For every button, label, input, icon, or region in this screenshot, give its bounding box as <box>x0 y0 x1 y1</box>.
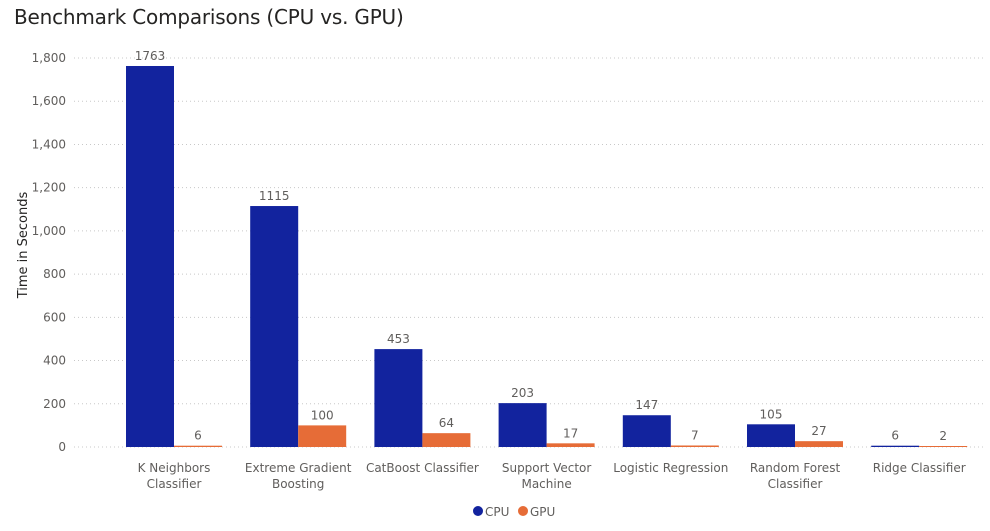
x-tick-label: Random Forest <box>750 461 841 475</box>
y-axis-title: Time in Seconds <box>16 192 31 300</box>
bar-cpu-1[interactable] <box>250 206 299 447</box>
bar-cpu-0[interactable] <box>126 65 174 448</box>
data-label-gpu-2: 64 <box>439 416 454 430</box>
x-tick-label: Classifier <box>768 477 823 491</box>
y-tick-label: 1,400 <box>32 137 66 151</box>
bar-cpu-4[interactable] <box>622 415 671 447</box>
y-tick-label: 800 <box>43 267 66 281</box>
y-tick-label: 200 <box>43 397 66 411</box>
y-tick-label: 0 <box>58 440 66 454</box>
legend: CPU GPU <box>473 505 555 519</box>
data-label-cpu-1: 1115 <box>259 189 290 203</box>
data-label-cpu-0: 1763 <box>135 49 166 63</box>
data-label-gpu-1: 100 <box>311 408 334 422</box>
bar-gpu-0[interactable] <box>174 445 222 447</box>
x-tick-label: Ridge Classifier <box>873 461 966 475</box>
data-label-cpu-5: 105 <box>760 407 783 421</box>
x-tick-label: Boosting <box>272 477 324 491</box>
legend-marker-cpu[interactable] <box>473 506 483 516</box>
bar-gpu-6[interactable] <box>919 446 968 447</box>
bar-cpu-5[interactable] <box>747 424 795 447</box>
bar-cpu-6[interactable] <box>871 445 920 447</box>
bar-cpu-3[interactable] <box>498 403 547 447</box>
x-tick-label: Machine <box>521 477 571 491</box>
data-label-gpu-6: 2 <box>939 429 947 443</box>
data-label-gpu-0: 6 <box>194 429 202 443</box>
x-tick-label: Classifier <box>147 477 202 491</box>
x-tick-label: Support Vector <box>502 461 592 475</box>
y-tick-label: 1,600 <box>32 94 66 108</box>
bar-gpu-4[interactable] <box>670 445 719 447</box>
chart-title: Benchmark Comparisons (CPU vs. GPU) <box>14 5 404 29</box>
bar-gpu-1[interactable] <box>298 425 347 447</box>
legend-marker-gpu[interactable] <box>518 506 528 516</box>
data-label-cpu-4: 147 <box>635 398 658 412</box>
x-tick-label: K Neighbors <box>138 461 211 475</box>
y-tick-label: 1,000 <box>32 224 66 238</box>
y-tick-label: 600 <box>43 310 66 324</box>
data-label-gpu-5: 27 <box>811 424 826 438</box>
data-label-cpu-3: 203 <box>511 386 534 400</box>
y-tick-label: 1,800 <box>32 51 66 65</box>
bar-gpu-2[interactable] <box>422 433 471 447</box>
data-label-gpu-4: 7 <box>691 428 699 442</box>
x-tick-label: Extreme Gradient <box>245 461 352 475</box>
data-labels: 1763 6 1115 100 453 64 203 17 147 7 105 27 6 2 <box>135 49 947 443</box>
bars <box>126 65 968 448</box>
legend-label-cpu[interactable]: CPU <box>485 505 509 519</box>
data-label-cpu-6: 6 <box>891 429 899 443</box>
legend-label-gpu[interactable]: GPU <box>530 505 555 519</box>
bar-gpu-5[interactable] <box>795 441 843 447</box>
data-label-cpu-2: 453 <box>387 332 410 346</box>
bar-gpu-3[interactable] <box>546 443 595 447</box>
data-label-gpu-3: 17 <box>563 426 578 440</box>
x-tick-label: CatBoost Classifier <box>366 461 479 475</box>
y-tick-label: 1,200 <box>32 181 66 195</box>
bar-cpu-2[interactable] <box>374 349 423 447</box>
x-tick-label: Logistic Regression <box>613 461 728 475</box>
x-axis-ticks: K Neighbors Classifier Extreme Gradient Boo… <box>138 461 966 491</box>
y-tick-label: 400 <box>43 354 66 368</box>
y-axis-ticks: 0 200 400 600 800 1,000 1,200 1,400 1,600 1,800 <box>32 51 66 454</box>
